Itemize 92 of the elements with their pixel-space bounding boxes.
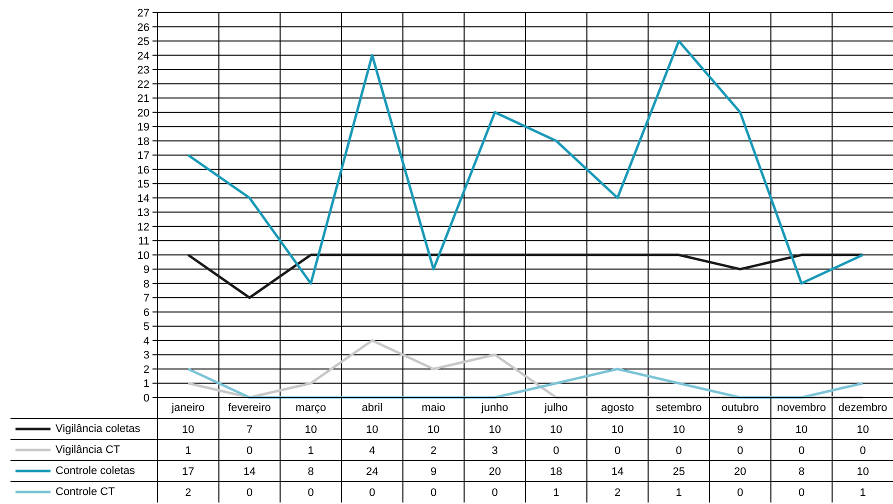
data-label: 1	[553, 487, 560, 499]
data-label: 20	[488, 466, 501, 478]
y-tick-label: 2	[143, 364, 150, 376]
y-tick-label: 25	[137, 36, 150, 48]
y-tick-label: 18	[137, 136, 150, 148]
data-label: 0	[246, 487, 253, 499]
data-label: 3	[492, 445, 498, 457]
legend-label: Controle CT	[56, 486, 116, 498]
data-label: 2	[614, 487, 621, 499]
y-tick-label: 12	[137, 221, 150, 234]
data-label: 2	[185, 487, 192, 499]
y-tick-label: 16	[137, 164, 150, 176]
data-label: 0	[430, 487, 437, 499]
x-tick-label: julho	[544, 402, 568, 414]
data-label: 1	[185, 445, 192, 457]
y-tick-label: 17	[137, 150, 150, 162]
data-label: 9	[737, 424, 744, 436]
data-label: 25	[672, 466, 685, 478]
y-tick-label: 27	[137, 8, 150, 20]
data-label: 10	[550, 424, 562, 436]
x-tick-label: novembro	[777, 402, 826, 414]
data-label: 10	[304, 424, 317, 436]
data-label: 10	[856, 466, 869, 478]
data-label: 1	[308, 445, 314, 457]
y-tick-label: 8	[143, 278, 150, 290]
data-label: 18	[550, 466, 562, 478]
data-label: 0	[676, 445, 682, 457]
y-tick-label: 15	[137, 178, 150, 191]
data-label: 1	[676, 487, 682, 499]
x-tick-label: abril	[362, 402, 383, 414]
y-tick-label: 23	[137, 64, 150, 77]
data-label: 0	[737, 445, 744, 457]
data-label: 20	[734, 466, 746, 478]
data-label: 0	[308, 487, 314, 499]
data-label: 14	[243, 466, 256, 478]
x-tick-label: agosto	[600, 402, 634, 414]
data-label: 4	[369, 445, 376, 457]
data-label: 0	[553, 445, 560, 457]
y-tick-label: 9	[143, 264, 150, 276]
data-label: 17	[182, 466, 194, 478]
y-tick-label: 0	[143, 392, 150, 404]
x-tick-label: outubro	[722, 402, 759, 414]
x-tick-label: março	[296, 402, 326, 414]
y-tick-label: 1	[143, 378, 150, 390]
data-label: 10	[856, 424, 869, 436]
y-tick-label: 19	[137, 122, 150, 134]
legend-label: Vigilância CT	[56, 444, 120, 456]
data-label: 10	[366, 424, 378, 436]
data-label: 10	[611, 424, 624, 436]
y-tick-label: 3	[143, 350, 150, 362]
y-tick-label: 13	[137, 207, 150, 220]
y-tick-label: 10	[137, 250, 150, 262]
legend-label: Vigilância coletas	[56, 423, 141, 435]
y-tick-label: 6	[143, 306, 150, 319]
data-label: 0	[246, 445, 253, 457]
data-label: 0	[369, 487, 376, 499]
data-label: 10	[182, 424, 194, 436]
data-label: 7	[246, 424, 253, 436]
data-label: 0	[492, 487, 498, 499]
data-label: 8	[798, 466, 805, 478]
y-tick-label: 7	[143, 292, 150, 305]
data-label: 2	[430, 445, 437, 457]
data-label: 10	[427, 424, 440, 436]
y-tick-label: 20	[137, 107, 150, 120]
y-tick-label: 4	[143, 335, 150, 348]
y-tick-label: 14	[137, 192, 150, 205]
data-label: 0	[798, 445, 805, 457]
data-label: 0	[737, 487, 744, 499]
x-tick-label: setembro	[656, 402, 702, 414]
y-tick-label: 24	[137, 50, 150, 62]
data-label: 8	[308, 466, 314, 478]
x-tick-label: fevereiro	[228, 402, 271, 414]
data-label: 24	[366, 466, 378, 478]
data-label: 9	[430, 466, 437, 478]
x-tick-label: janeiro	[170, 402, 205, 414]
data-label: 10	[672, 424, 685, 436]
data-label: 0	[614, 445, 621, 457]
y-tick-label: 5	[143, 321, 150, 334]
x-tick-label: dezembro	[838, 402, 888, 414]
data-label: 14	[611, 466, 624, 478]
data-label: 10	[488, 424, 501, 436]
y-tick-label: 26	[137, 22, 150, 34]
data-label: 10	[795, 424, 808, 436]
y-tick-label: 22	[137, 78, 150, 91]
y-tick-label: 11	[138, 236, 150, 248]
y-tick-label: 21	[137, 93, 150, 106]
x-tick-label: maio	[422, 402, 446, 414]
data-label: 1	[860, 487, 866, 499]
data-label: 0	[860, 445, 866, 457]
data-label: 0	[798, 487, 805, 499]
legend-label: Controle coletas	[56, 465, 136, 477]
x-tick-label: junho	[480, 402, 508, 414]
